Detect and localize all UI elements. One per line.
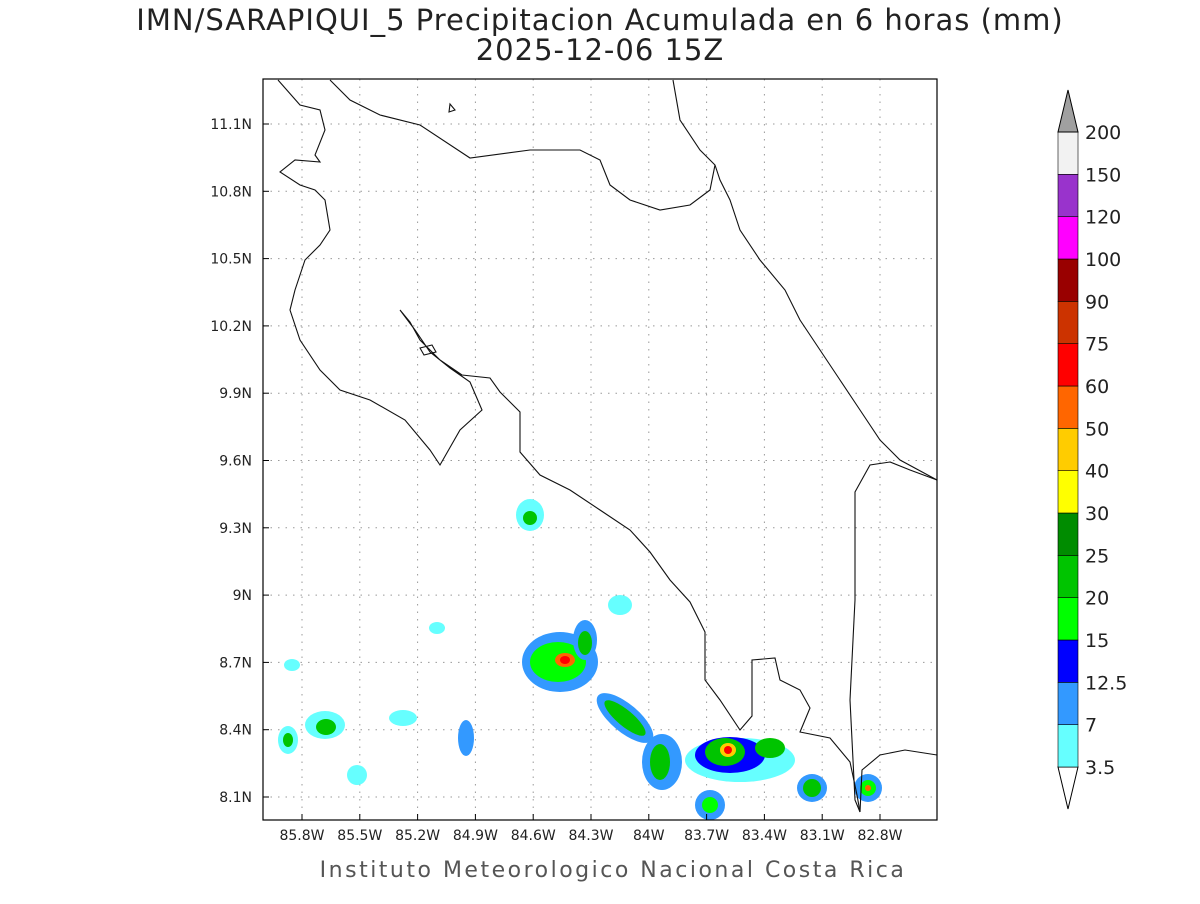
- x-tick-label: 83.4W: [742, 828, 787, 844]
- y-tick-label: 10.8N: [210, 184, 252, 200]
- map-frame: [262, 78, 938, 821]
- colorbar-segment: [1057, 512, 1079, 556]
- y-tick-label: 9N: [233, 588, 252, 604]
- x-tick-label: 85.8W: [279, 828, 324, 844]
- x-tick-label: 83.7W: [684, 828, 729, 844]
- y-tick-label: 8.7N: [219, 655, 252, 671]
- ticks: 85.8W 85.5W 85.2W 84.9W 84.6W 84.3W 84W 83.7W 83…: [210, 117, 902, 844]
- colorbar-label: 30: [1085, 503, 1109, 525]
- colorbar-high: [1057, 89, 1079, 133]
- title: IMN/SARAPIQUI_5 Precipitacion Acumulada …: [136, 3, 1063, 37]
- colorbar-label: 15: [1085, 630, 1109, 652]
- colorbar-segment: [1057, 639, 1079, 683]
- colorbar-label: 150: [1085, 164, 1121, 186]
- colorbar-label: 12.5: [1085, 672, 1127, 694]
- footer: Instituto Meteorologico Nacional Costa R…: [320, 858, 907, 883]
- colorbar-label: 200: [1085, 122, 1121, 144]
- x-tick-label: 85.2W: [395, 828, 440, 844]
- x-tick-label: 84.9W: [453, 828, 498, 844]
- colorbar-segment: [1057, 385, 1079, 429]
- colorbar-segment: [1057, 258, 1079, 302]
- colorbar-segment: [1057, 174, 1079, 217]
- colorbar-segment: [1057, 131, 1079, 175]
- colorbar-segment: [1057, 597, 1079, 641]
- colorbar-segment: [1057, 428, 1079, 471]
- x-tick-label: 84.6W: [511, 828, 556, 844]
- colorbar-segment: [1057, 682, 1079, 725]
- colorbar-label: 7: [1085, 715, 1097, 737]
- colorbar-label: 3.5: [1085, 757, 1115, 779]
- colorbar-segment: [1057, 470, 1079, 514]
- y-tick-label: 8.4N: [219, 723, 252, 739]
- colorbar: 3.5 7 12.5 15 20 25 30 40 50 60 75 90 100 120 150 200: [1057, 89, 1127, 810]
- y-tick-label: 9.6N: [219, 454, 252, 470]
- x-tick-label: 85.5W: [337, 828, 382, 844]
- y-tick-label: 10.5N: [210, 252, 252, 268]
- y-tick-label: 11.1N: [210, 117, 252, 133]
- x-tick-label: 83.1W: [800, 828, 845, 844]
- x-tick-label: 84W: [633, 828, 665, 844]
- x-tick-label: 82.8W: [857, 828, 902, 844]
- colorbar-low: [1057, 766, 1079, 810]
- colorbar-segment: [1057, 343, 1079, 387]
- y-tick-label: 9.3N: [219, 521, 252, 537]
- colorbar-label: 20: [1085, 588, 1109, 610]
- colorbar-label: 90: [1085, 291, 1109, 313]
- colorbar-label: 25: [1085, 545, 1109, 567]
- x-tick-label: 84.3W: [568, 828, 613, 844]
- y-tick-label: 8.1N: [219, 790, 252, 806]
- colorbar-segment: [1057, 555, 1079, 598]
- colorbar-segment: [1057, 724, 1079, 768]
- y-tick-label: 9.9N: [219, 386, 252, 402]
- subtitle: 2025-12-06 15Z: [476, 33, 725, 67]
- colorbar-label: 40: [1085, 461, 1109, 483]
- colorbar-label: 50: [1085, 418, 1109, 440]
- colorbar-segment: [1057, 216, 1079, 260]
- coastlines: [277, 79, 938, 813]
- colorbar-label: 100: [1085, 249, 1121, 271]
- colorbar-segment: [1057, 301, 1079, 344]
- y-tick-label: 10.2N: [210, 319, 252, 335]
- colorbar-label: 120: [1085, 207, 1121, 229]
- colorbar-label: 75: [1085, 334, 1109, 356]
- precipitation: [278, 499, 882, 820]
- colorbar-label: 60: [1085, 376, 1109, 398]
